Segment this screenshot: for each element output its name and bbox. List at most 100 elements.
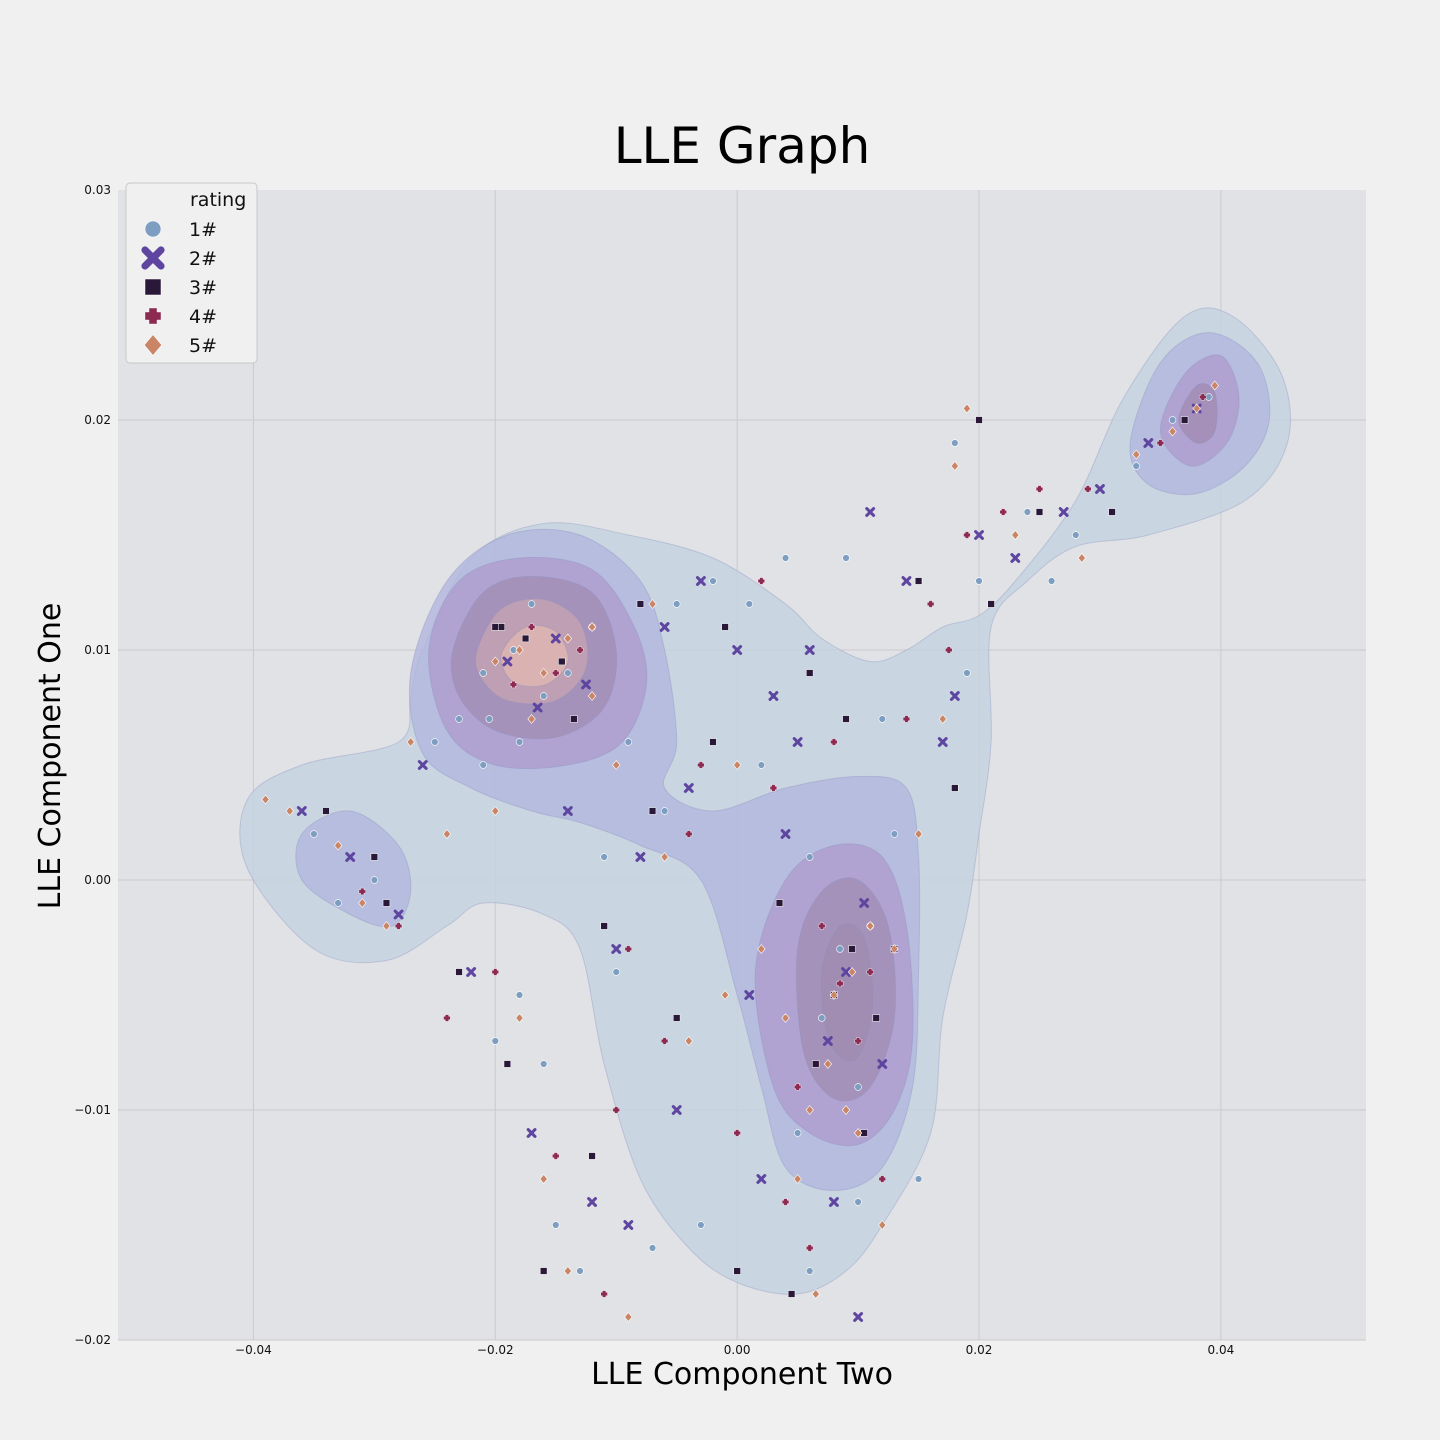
point-rating-2 bbox=[804, 645, 815, 655]
point-rating-3 bbox=[975, 416, 983, 424]
point-rating-4 bbox=[818, 922, 826, 930]
point-rating-5 bbox=[539, 668, 548, 678]
point-rating-5 bbox=[1132, 449, 1141, 460]
point-rating-2 bbox=[296, 806, 307, 816]
point-rating-1 bbox=[1023, 508, 1032, 516]
point-rating-5 bbox=[781, 1013, 790, 1023]
point-rating-1 bbox=[334, 899, 342, 907]
point-rating-3 bbox=[848, 945, 856, 953]
point-rating-2 bbox=[1143, 438, 1154, 448]
point-rating-5 bbox=[515, 645, 524, 655]
point-rating-1 bbox=[697, 1221, 705, 1229]
point-rating-2 bbox=[822, 1036, 833, 1046]
legend-label: 2# bbox=[189, 248, 217, 270]
point-rating-4 bbox=[927, 600, 935, 608]
point-rating-5 bbox=[563, 1266, 572, 1276]
point-rating-1 bbox=[914, 1175, 923, 1183]
point-rating-2 bbox=[768, 691, 779, 701]
point-rating-4 bbox=[999, 508, 1007, 516]
point-rating-3 bbox=[503, 1060, 512, 1068]
point-rating-1 bbox=[455, 715, 463, 723]
y-tick-label: 0.03 bbox=[84, 183, 111, 197]
point-rating-2 bbox=[828, 1197, 839, 1207]
point-rating-2 bbox=[550, 633, 561, 644]
point-rating-5 bbox=[406, 737, 415, 747]
x-tick-label: 0.02 bbox=[966, 1343, 993, 1357]
point-rating-4 bbox=[358, 887, 366, 896]
point-rating-5 bbox=[1011, 530, 1020, 540]
x-tick-label: 0.04 bbox=[1208, 1343, 1235, 1357]
point-rating-5 bbox=[914, 829, 923, 839]
legend-marker-4 bbox=[144, 307, 162, 325]
point-rating-1 bbox=[1205, 393, 1213, 401]
x-tick-label: −0.04 bbox=[235, 1343, 272, 1357]
point-rating-5 bbox=[878, 1220, 887, 1230]
y-axis-label: LLE Component One bbox=[33, 603, 68, 910]
point-rating-2 bbox=[1095, 484, 1105, 494]
point-rating-2 bbox=[659, 622, 670, 632]
point-rating-3 bbox=[370, 853, 379, 861]
point-rating-1 bbox=[1047, 577, 1056, 585]
point-rating-2 bbox=[526, 1128, 537, 1138]
point-rating-2 bbox=[792, 737, 803, 747]
point-rating-4 bbox=[1156, 439, 1165, 447]
point-rating-3 bbox=[775, 899, 784, 907]
point-rating-4 bbox=[527, 623, 536, 631]
x-axis-label: LLE Component Two bbox=[591, 1357, 893, 1392]
point-rating-3 bbox=[455, 968, 463, 976]
point-rating-3 bbox=[558, 657, 566, 666]
scatter-points bbox=[261, 380, 1219, 1322]
point-rating-2 bbox=[1058, 507, 1069, 517]
point-rating-5 bbox=[962, 403, 972, 414]
point-rating-3 bbox=[812, 1060, 820, 1068]
y-tick-label: −0.02 bbox=[74, 1333, 111, 1347]
point-rating-5 bbox=[890, 944, 899, 954]
legend-label: 4# bbox=[189, 306, 217, 328]
point-rating-4 bbox=[624, 945, 632, 953]
point-rating-1 bbox=[624, 738, 633, 746]
point-rating-2 bbox=[502, 656, 513, 667]
point-rating-5 bbox=[648, 599, 657, 609]
point-rating-5 bbox=[1077, 553, 1086, 563]
point-rating-3 bbox=[951, 784, 959, 792]
point-rating-4 bbox=[794, 1083, 802, 1091]
point-rating-4 bbox=[612, 1106, 620, 1114]
point-rating-1 bbox=[854, 1083, 862, 1091]
point-rating-4 bbox=[781, 1198, 790, 1206]
point-rating-4 bbox=[552, 669, 560, 677]
point-rating-1 bbox=[527, 600, 536, 608]
point-rating-1 bbox=[648, 1244, 657, 1252]
y-tick-label: 0.00 bbox=[84, 873, 111, 887]
point-rating-5 bbox=[1192, 403, 1201, 414]
point-rating-5 bbox=[866, 921, 875, 931]
point-rating-5 bbox=[285, 806, 294, 816]
point-rating-4 bbox=[600, 1290, 608, 1298]
point-rating-1 bbox=[818, 1014, 826, 1022]
point-rating-5 bbox=[829, 990, 839, 1000]
point-rating-3 bbox=[806, 669, 814, 677]
point-rating-2 bbox=[865, 507, 876, 517]
point-rating-5 bbox=[841, 1105, 851, 1115]
legend-marker-3 bbox=[144, 278, 162, 296]
density-contour-level bbox=[295, 810, 412, 928]
point-rating-1 bbox=[745, 600, 753, 608]
point-rating-1 bbox=[491, 1037, 500, 1045]
point-rating-2 bbox=[859, 898, 870, 908]
point-rating-4 bbox=[963, 531, 971, 539]
point-rating-3 bbox=[322, 807, 330, 815]
point-rating-4 bbox=[757, 577, 765, 585]
point-rating-4 bbox=[733, 1129, 741, 1137]
point-rating-5 bbox=[333, 840, 343, 851]
point-rating-3 bbox=[721, 623, 729, 631]
point-rating-4 bbox=[866, 968, 874, 976]
point-rating-4 bbox=[830, 738, 838, 746]
legend-marker-5 bbox=[143, 334, 163, 356]
point-rating-4 bbox=[878, 1175, 886, 1183]
point-rating-1 bbox=[1132, 462, 1140, 470]
point-rating-1 bbox=[370, 876, 379, 884]
legend-marker-1 bbox=[144, 220, 162, 238]
point-rating-2 bbox=[532, 702, 543, 713]
point-rating-5 bbox=[587, 622, 597, 632]
point-rating-1 bbox=[600, 853, 608, 861]
point-rating-1 bbox=[963, 669, 971, 677]
